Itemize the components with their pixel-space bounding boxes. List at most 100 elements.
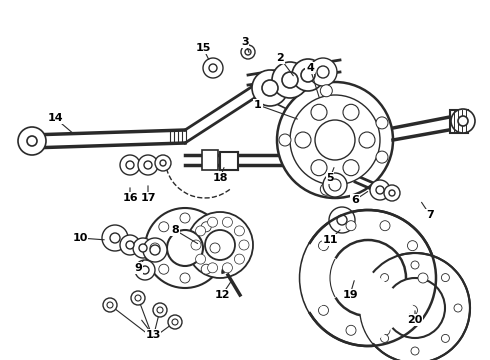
Circle shape xyxy=(458,116,468,126)
Circle shape xyxy=(318,241,328,251)
Circle shape xyxy=(131,291,145,305)
Circle shape xyxy=(381,274,389,282)
Circle shape xyxy=(308,273,318,283)
Circle shape xyxy=(196,254,206,264)
Circle shape xyxy=(300,210,436,346)
Circle shape xyxy=(277,82,393,198)
Circle shape xyxy=(320,85,332,97)
Circle shape xyxy=(241,45,255,59)
Circle shape xyxy=(239,240,249,250)
Circle shape xyxy=(167,230,203,266)
Circle shape xyxy=(317,66,329,78)
Circle shape xyxy=(187,212,253,278)
Circle shape xyxy=(160,160,166,166)
Circle shape xyxy=(370,180,390,200)
Text: 10: 10 xyxy=(73,233,88,243)
Text: 14: 14 xyxy=(47,113,63,123)
Text: 5: 5 xyxy=(326,173,334,183)
Circle shape xyxy=(311,104,327,120)
Text: 19: 19 xyxy=(342,290,358,300)
Circle shape xyxy=(18,127,46,155)
Text: 3: 3 xyxy=(241,37,249,47)
Text: 18: 18 xyxy=(212,173,228,183)
Text: 16: 16 xyxy=(122,193,138,203)
Circle shape xyxy=(376,117,388,129)
Circle shape xyxy=(144,161,152,169)
Polygon shape xyxy=(220,152,238,170)
Circle shape xyxy=(318,305,328,315)
Text: 15: 15 xyxy=(196,43,211,53)
Circle shape xyxy=(155,155,171,171)
Circle shape xyxy=(107,302,113,308)
Circle shape xyxy=(411,261,419,269)
Circle shape xyxy=(210,243,220,253)
Circle shape xyxy=(252,70,288,106)
Circle shape xyxy=(292,59,324,91)
Circle shape xyxy=(380,221,390,231)
Circle shape xyxy=(139,244,147,252)
Circle shape xyxy=(408,241,417,251)
Circle shape xyxy=(159,222,169,232)
Circle shape xyxy=(159,264,169,274)
Circle shape xyxy=(145,208,225,288)
Circle shape xyxy=(346,221,356,231)
Circle shape xyxy=(245,49,251,55)
Circle shape xyxy=(201,222,211,232)
Circle shape xyxy=(441,334,449,342)
Circle shape xyxy=(208,217,218,227)
Circle shape xyxy=(323,173,347,197)
Text: 20: 20 xyxy=(407,315,423,325)
Circle shape xyxy=(337,215,347,225)
Circle shape xyxy=(290,95,380,185)
Circle shape xyxy=(168,315,182,329)
Circle shape xyxy=(343,160,359,176)
Wedge shape xyxy=(301,244,368,311)
Circle shape xyxy=(172,319,178,325)
Circle shape xyxy=(385,278,445,338)
Circle shape xyxy=(311,160,327,176)
Circle shape xyxy=(180,273,190,283)
Circle shape xyxy=(315,120,355,160)
Circle shape xyxy=(153,303,167,317)
Text: 2: 2 xyxy=(276,53,284,63)
Text: 1: 1 xyxy=(254,100,262,110)
Circle shape xyxy=(343,104,359,120)
Circle shape xyxy=(234,226,245,236)
Text: 12: 12 xyxy=(214,290,230,300)
Circle shape xyxy=(157,307,163,313)
Circle shape xyxy=(411,347,419,355)
Circle shape xyxy=(272,62,308,98)
Circle shape xyxy=(120,155,140,175)
Circle shape xyxy=(222,263,232,273)
Polygon shape xyxy=(450,110,468,133)
Circle shape xyxy=(126,241,134,249)
Circle shape xyxy=(201,264,211,274)
Circle shape xyxy=(346,325,356,335)
Circle shape xyxy=(320,183,332,195)
Text: 9: 9 xyxy=(134,263,142,273)
Circle shape xyxy=(384,185,400,201)
Circle shape xyxy=(262,80,278,96)
Circle shape xyxy=(203,58,223,78)
Text: 8: 8 xyxy=(171,225,179,235)
Circle shape xyxy=(208,263,218,273)
Circle shape xyxy=(329,207,355,233)
Circle shape xyxy=(301,68,315,82)
Circle shape xyxy=(27,136,37,146)
Circle shape xyxy=(282,72,298,88)
Circle shape xyxy=(454,304,462,312)
Text: 13: 13 xyxy=(146,330,161,340)
Circle shape xyxy=(234,254,245,264)
Circle shape xyxy=(110,233,120,243)
Circle shape xyxy=(138,155,158,175)
Circle shape xyxy=(102,225,128,251)
Circle shape xyxy=(103,298,117,312)
Circle shape xyxy=(209,64,217,72)
Circle shape xyxy=(196,226,206,236)
Circle shape xyxy=(309,58,337,86)
Circle shape xyxy=(135,260,155,280)
Circle shape xyxy=(360,253,470,360)
Circle shape xyxy=(295,132,311,148)
Text: 11: 11 xyxy=(322,235,338,245)
Circle shape xyxy=(143,238,167,262)
